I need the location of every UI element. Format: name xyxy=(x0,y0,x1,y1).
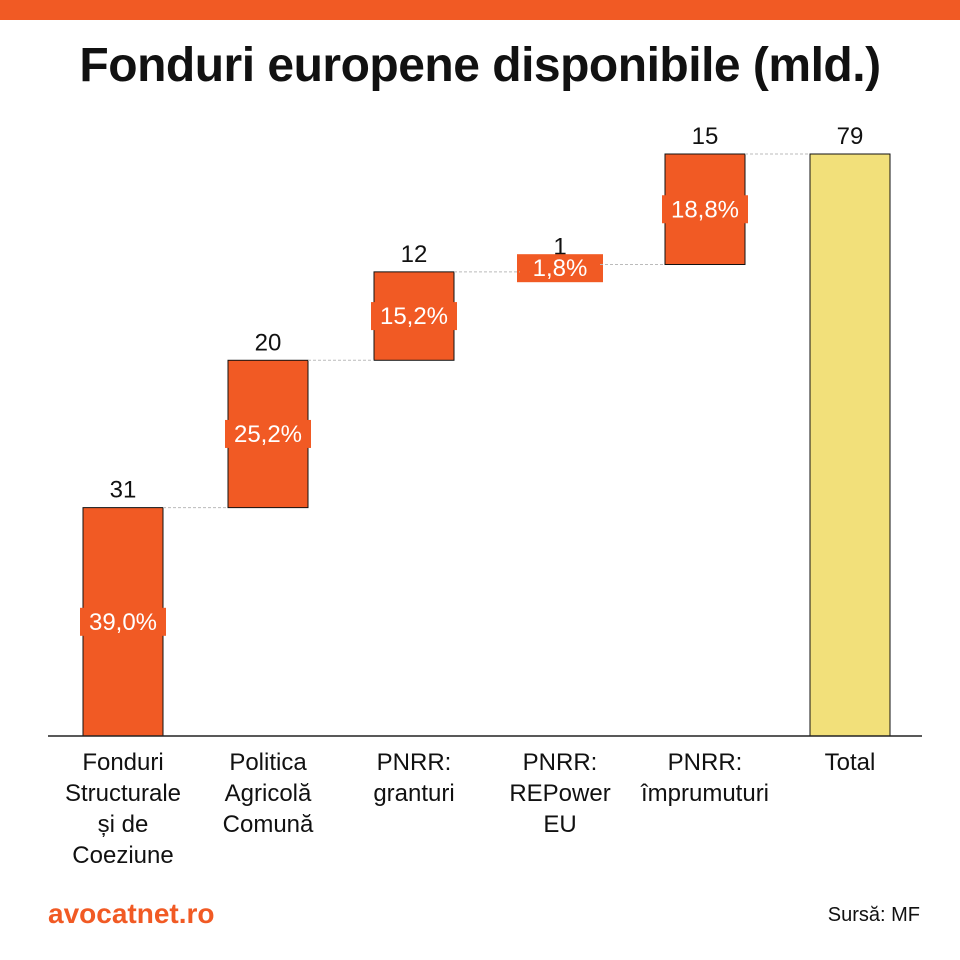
percent-label-box xyxy=(80,607,166,636)
category-label: PNRR: xyxy=(668,749,743,776)
percent-label: 15,2% xyxy=(380,303,448,330)
brand-logo-text[interactable]: avocatnet.ro xyxy=(48,898,215,929)
top-accent-bar xyxy=(0,0,960,20)
category-label: EU xyxy=(543,811,576,838)
category-label: REPower xyxy=(509,780,610,807)
percent-label: 39,0% xyxy=(89,609,157,636)
total-bar xyxy=(809,153,891,737)
value-label: 79 xyxy=(837,123,864,150)
value-label: 15 xyxy=(692,123,719,150)
category-label: împrumuturi xyxy=(640,780,769,807)
category-label: PNRR: xyxy=(377,749,452,776)
value-label: 31 xyxy=(110,477,137,504)
category-label: Fonduri xyxy=(82,749,163,776)
category-label: Politica xyxy=(229,749,307,776)
category-label: Structurale xyxy=(65,780,181,807)
category-label: Agricolă xyxy=(225,780,312,807)
percent-label: 25,2% xyxy=(234,421,302,448)
category-label: Coeziune xyxy=(72,842,173,869)
value-label: 12 xyxy=(401,241,428,268)
value-label: 20 xyxy=(255,329,282,356)
category-label: PNRR: xyxy=(523,749,598,776)
percent-label: 1,8% xyxy=(533,255,588,282)
category-label: și de xyxy=(98,811,149,838)
category-label: granturi xyxy=(373,780,454,807)
percent-label-box xyxy=(517,254,603,283)
chart-title: Fonduri europene disponibile (mld.) xyxy=(79,39,881,92)
percent-label: 18,8% xyxy=(671,196,739,223)
source-note: Sursă: MF xyxy=(827,904,920,926)
percent-label-box xyxy=(662,195,748,224)
category-label: Total xyxy=(825,749,876,776)
value-label: 1 xyxy=(553,234,566,261)
percent-label-box xyxy=(225,419,311,448)
percent-label-box xyxy=(371,302,457,331)
category-label: Comună xyxy=(223,811,314,838)
